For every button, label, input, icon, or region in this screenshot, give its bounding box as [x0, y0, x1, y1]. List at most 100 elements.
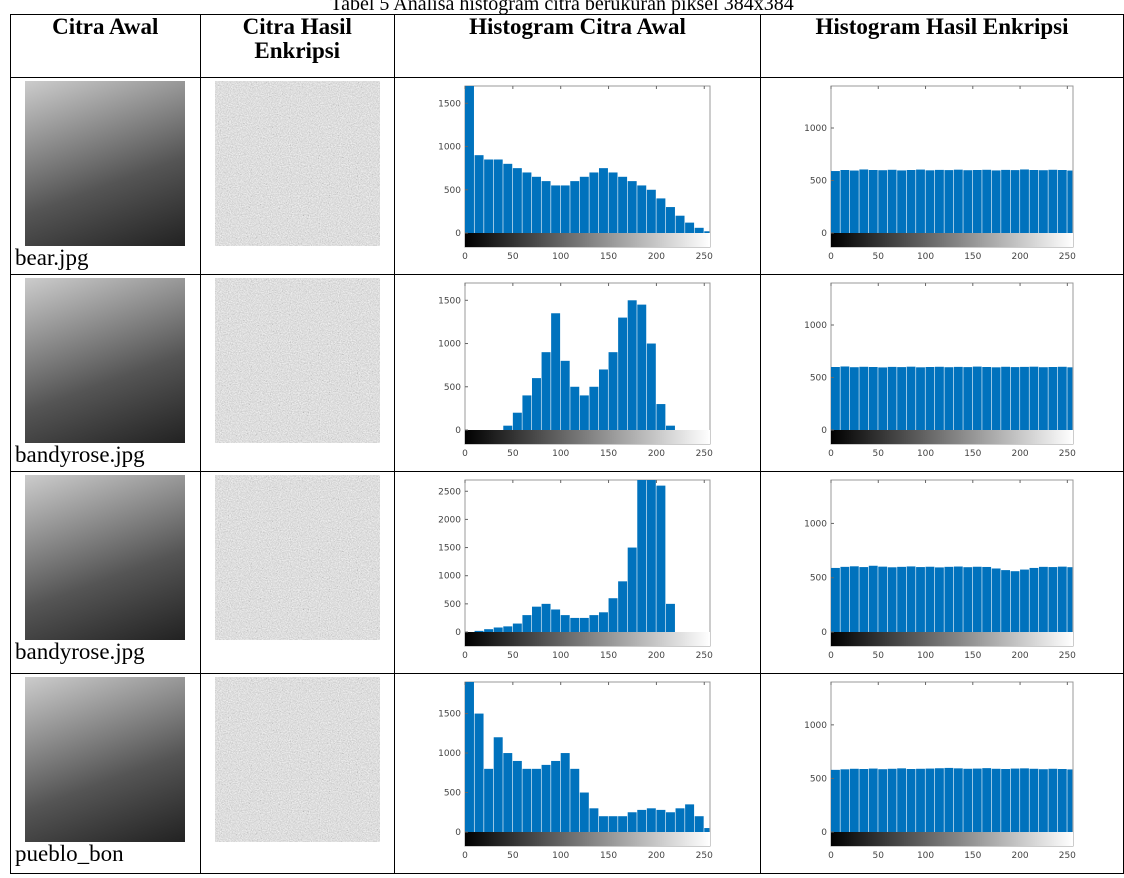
x-tick-label: 50: [507, 851, 519, 861]
bar: [1039, 367, 1048, 430]
bar: [656, 810, 665, 832]
bar: [542, 765, 551, 832]
x-tick-label: 0: [828, 851, 834, 861]
bar: [907, 566, 916, 632]
noise: [215, 81, 380, 246]
header: Citra Awal: [11, 15, 201, 78]
bar: [589, 615, 598, 632]
y-tick-label: 1000: [438, 749, 461, 759]
x-tick-label: 150: [964, 851, 981, 861]
x-tick-label: 250: [696, 651, 713, 661]
bar: [1020, 768, 1029, 832]
bar: [1067, 367, 1072, 430]
bar: [1058, 567, 1067, 632]
bar: [926, 170, 935, 233]
table-row: bandyrose.jpg050010001500200025000501001…: [11, 472, 1124, 674]
bar: [907, 769, 916, 832]
bar: [618, 318, 627, 430]
bar: [522, 769, 531, 832]
y-tick-label: 500: [444, 600, 461, 610]
bar: [666, 812, 675, 832]
bar: [1020, 367, 1029, 430]
bar: [954, 768, 963, 832]
colorbar: [831, 832, 1073, 846]
original-image: [25, 677, 185, 842]
bar: [1039, 567, 1048, 632]
bar: [580, 177, 589, 233]
bar: [494, 160, 503, 234]
bar: [1067, 567, 1072, 632]
bar: [973, 567, 982, 632]
x-tick-label: 100: [917, 851, 934, 861]
bar: [647, 190, 656, 233]
bar: [647, 808, 656, 832]
x-tick-label: 50: [507, 651, 519, 661]
bar: [628, 181, 637, 233]
header: Histogram Citra Awal: [395, 15, 761, 78]
bar: [551, 185, 560, 233]
noise: [215, 475, 380, 640]
bar: [637, 810, 646, 832]
bar: [963, 170, 972, 233]
y-tick-label: 500: [810, 574, 827, 584]
bar: [840, 366, 849, 430]
bar: [916, 769, 925, 832]
bar: [1011, 769, 1020, 832]
y-tick-label: 2500: [438, 487, 461, 497]
bar: [1030, 367, 1039, 430]
bar: [475, 155, 484, 233]
y-tick-label: 1500: [438, 99, 461, 109]
bar: [907, 367, 916, 430]
bar: [580, 793, 589, 832]
histogram: 050010001500050100150200250: [395, 275, 760, 468]
y-tick-label: 0: [455, 628, 461, 638]
bar: [695, 816, 704, 832]
bar: [465, 86, 474, 233]
x-tick-label: 150: [600, 449, 617, 459]
x-tick-label: 200: [648, 851, 665, 861]
x-tick-label: 200: [1011, 252, 1028, 262]
y-tick-label: 1000: [804, 721, 827, 731]
bar: [859, 169, 868, 233]
bar: [589, 808, 598, 832]
y-tick-label: 1000: [438, 572, 461, 582]
bar: [609, 598, 618, 632]
x-tick-label: 0: [462, 851, 468, 861]
y-tick-label: 2000: [438, 515, 461, 525]
bar: [599, 612, 608, 632]
y-tick-label: 0: [455, 828, 461, 838]
bar: [551, 761, 560, 832]
x-tick-label: 100: [917, 651, 934, 661]
x-tick-label: 100: [917, 449, 934, 459]
bar: [532, 769, 541, 832]
cell: 05001000150020002500050100150200250: [395, 472, 761, 674]
bar: [897, 768, 906, 832]
y-tick-label: 1000: [804, 124, 827, 134]
y-tick-label: 0: [821, 426, 827, 436]
bar: [1030, 170, 1039, 233]
bar: [704, 231, 709, 233]
bar: [599, 168, 608, 233]
bar: [570, 618, 579, 632]
bar: [916, 567, 925, 632]
x-tick-label: 0: [828, 252, 834, 262]
y-tick-label: 0: [821, 229, 827, 239]
cell: [200, 472, 395, 674]
bar: [973, 367, 982, 430]
bar: [551, 609, 560, 632]
bar: [513, 168, 522, 233]
bar: [513, 413, 522, 430]
bar: [599, 816, 608, 832]
bar: [532, 607, 541, 632]
bar: [850, 566, 859, 632]
bar: [503, 626, 512, 632]
colorbar: [831, 233, 1073, 247]
y-tick-label: 0: [455, 229, 461, 239]
bar: [484, 769, 493, 832]
bar: [963, 567, 972, 632]
bar: [503, 164, 512, 233]
bar: [963, 367, 972, 430]
x-tick-label: 250: [1059, 449, 1076, 459]
